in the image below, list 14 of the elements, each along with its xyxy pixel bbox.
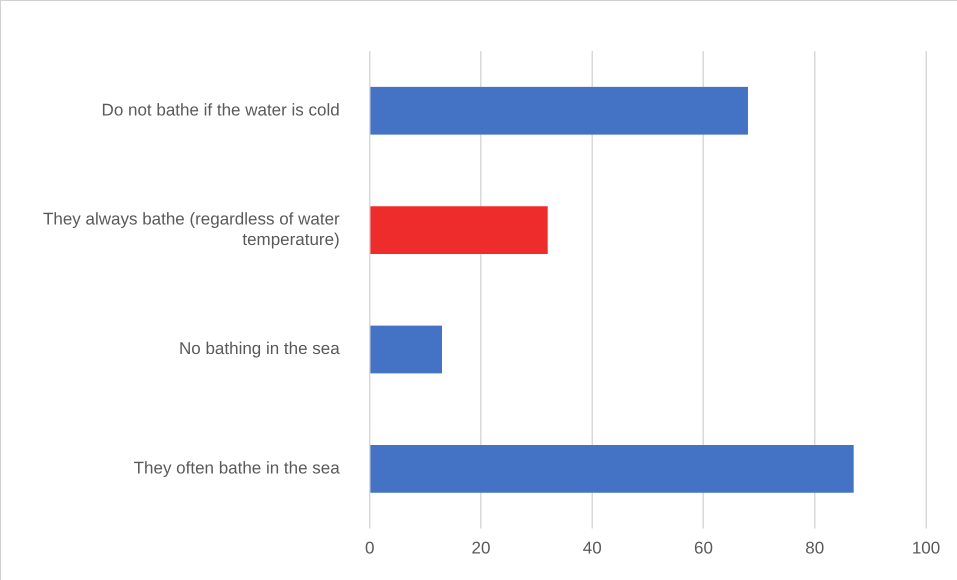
x-tick-label: 60 [694, 538, 713, 558]
bar [370, 326, 442, 374]
x-tick-label: 100 [912, 538, 940, 558]
bar [370, 86, 748, 135]
y-tick-label: They always bathe (regardless of water temperature) [42, 210, 340, 249]
x-tick-label: 80 [805, 538, 824, 558]
bar [370, 445, 854, 493]
x-tick-label: 40 [582, 538, 602, 558]
x-tick-label: 20 [471, 538, 490, 558]
y-tick-label: They often bathe in the sea [134, 458, 340, 478]
y-tick-label: Do not bathe if the water is cold [102, 100, 340, 120]
bar [370, 206, 548, 254]
y-tick-label: No bathing in the sea [179, 339, 340, 358]
x-tick-label: 0 [364, 538, 374, 558]
